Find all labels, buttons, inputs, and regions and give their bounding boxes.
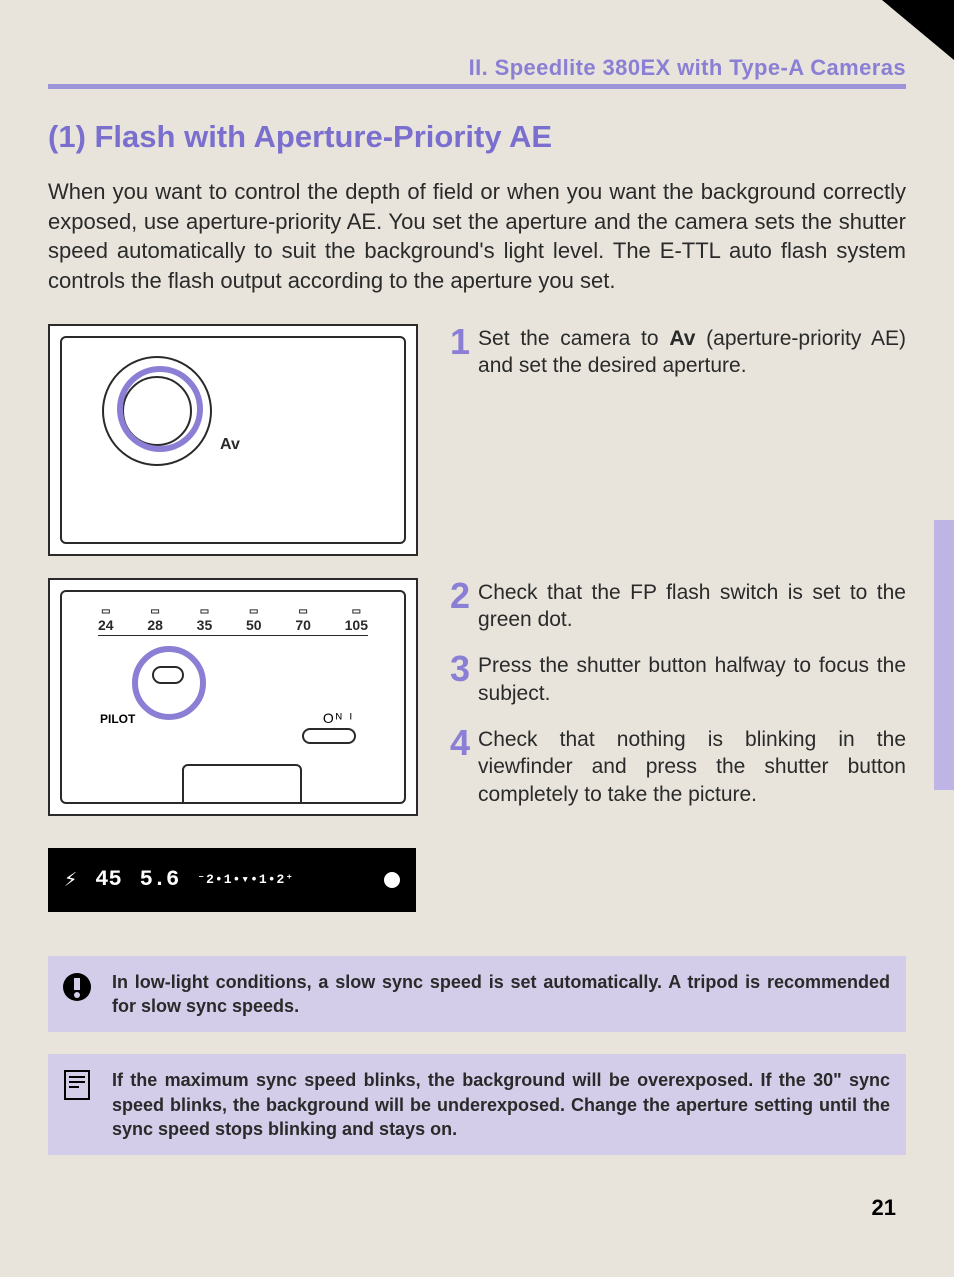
step-text: Check that the FP flash switch is set to… [478, 578, 906, 634]
step-number: 1 [450, 324, 470, 380]
step1-row: Av 1 Set the camera to Av (aperture-prio… [48, 324, 906, 556]
viewfinder-display: ⚡ 45 5.6 ⁻2•1•▾•1•2⁺ [48, 848, 416, 912]
pilot-label: PILOT [100, 712, 135, 726]
info-text: In low-light conditions, a slow sync spe… [112, 970, 890, 1019]
step-3: 3 Press the shutter button halfway to fo… [450, 651, 906, 707]
page-number: 21 [872, 1195, 896, 1221]
flash-diagram: 24 28 35 50 70 105 PILOT Oᴺ ᴵ [48, 578, 418, 816]
onoff-label: Oᴺ ᴵ [323, 710, 354, 726]
step-1: 1 Set the camera to Av (aperture-priorit… [450, 324, 906, 380]
fp-switch-highlight [132, 646, 206, 720]
mode-av-label: Av [220, 436, 240, 454]
bolt-icon: ⚡ [64, 867, 77, 893]
info-text: If the maximum sync speed blinks, the ba… [112, 1068, 890, 1141]
step-4: 4 Check that nothing is blinking in the … [450, 725, 906, 808]
vf-aperture: 5.6 [140, 867, 180, 892]
vf-shutter: 45 [95, 867, 121, 892]
chapter-title: II. Speedlite 380EX with Type-A Cameras [48, 55, 906, 81]
step-text: Check that nothing is blinking in the vi… [478, 725, 906, 808]
note-icon [60, 1068, 94, 1102]
zoom-scale: 24 28 35 50 70 105 [98, 606, 368, 636]
step-2: 2 Check that the FP flash switch is set … [450, 578, 906, 634]
step-text: Press the shutter button halfway to focu… [478, 651, 906, 707]
info-box-1: In low-light conditions, a slow sync spe… [48, 956, 906, 1033]
step-number: 3 [450, 651, 470, 707]
flash-base [182, 764, 302, 804]
step-number: 2 [450, 578, 470, 634]
side-tab [934, 520, 954, 790]
page-corner [882, 0, 954, 60]
warning-icon [60, 970, 94, 1004]
vf-focus-dot [384, 872, 400, 888]
mode-dial-highlight [117, 366, 203, 452]
camera-diagram: Av [48, 324, 418, 556]
step-text: Set the camera to Av (aperture-priority … [478, 324, 906, 380]
header-rule [48, 84, 906, 89]
vf-scale: ⁻2•1•▾•1•2⁺ [197, 872, 294, 887]
step234-row: 24 28 35 50 70 105 PILOT Oᴺ ᴵ 2 Check th… [48, 578, 906, 826]
onoff-slider [302, 728, 356, 744]
info-box-2: If the maximum sync speed blinks, the ba… [48, 1054, 906, 1155]
step-number: 4 [450, 725, 470, 808]
section-title: (1) Flash with Aperture-Priority AE [48, 119, 906, 155]
intro-paragraph: When you want to control the depth of fi… [48, 177, 906, 296]
